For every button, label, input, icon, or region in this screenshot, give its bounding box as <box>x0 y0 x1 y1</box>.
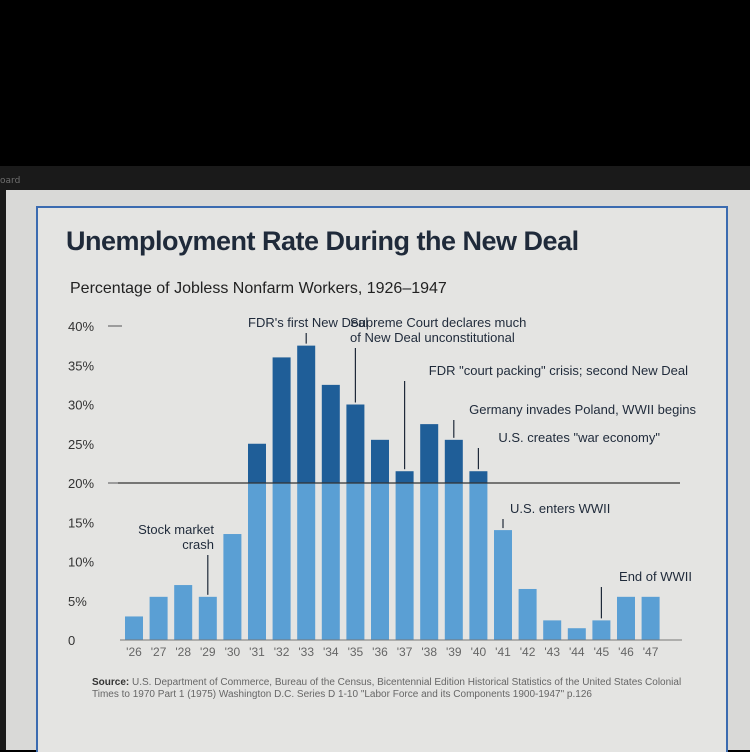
bar <box>272 483 291 640</box>
bar <box>346 483 365 640</box>
bar <box>149 596 168 640</box>
x-tick-label: '30 <box>225 645 241 659</box>
bar-upper-segment <box>395 471 414 483</box>
x-tick-label: '42 <box>520 645 536 659</box>
source-text: U.S. Department of Commerce, Bureau of t… <box>92 677 682 700</box>
bar-upper-segment <box>297 345 316 483</box>
bar <box>617 596 635 640</box>
bar <box>592 620 611 640</box>
chart-title: Unemployment Rate During the New Deal <box>66 226 579 256</box>
annotation-label: FDR's first New Deal <box>248 315 368 330</box>
x-tick-label: '37 <box>397 645 413 659</box>
bar <box>420 483 439 640</box>
x-tick-label: '46 <box>618 645 634 659</box>
x-tick-label: '44 <box>569 645 585 659</box>
bar-upper-segment <box>469 471 488 483</box>
bar <box>543 620 562 640</box>
bar <box>641 596 660 640</box>
x-tick-label: '43 <box>544 645 560 659</box>
bar <box>494 530 512 640</box>
source-note: Source: U.S. Department of Commerce, Bur… <box>92 677 692 701</box>
x-tick-label: '47 <box>643 645 659 659</box>
x-tick-label: '31 <box>249 645 265 659</box>
y-tick-label: 15% <box>68 515 94 530</box>
window-label: oard <box>0 176 21 186</box>
x-tick-label: '39 <box>446 645 462 659</box>
bar <box>248 483 266 640</box>
y-tick-label: 40% <box>68 319 94 334</box>
bar-upper-segment <box>420 424 439 483</box>
annotation-label: End of WWII <box>619 569 692 584</box>
bar <box>518 588 537 640</box>
x-tick-label: '38 <box>421 645 437 659</box>
bar-upper-segment <box>321 384 340 483</box>
y-tick-label: 20% <box>68 476 94 491</box>
bar <box>174 585 193 640</box>
source-label: Source: <box>92 677 130 688</box>
y-tick-label: 35% <box>68 358 94 373</box>
annotation-label: Germany invades Poland, WWII begins <box>469 402 696 417</box>
bar-upper-segment <box>248 443 266 483</box>
x-tick-label: '40 <box>471 645 487 659</box>
bar-upper-segment <box>346 404 365 483</box>
annotation-label: U.S. creates "war economy" <box>498 430 660 445</box>
bar <box>371 483 389 640</box>
x-tick-label: '27 <box>151 645 167 659</box>
y-tick-label: 0 <box>68 633 75 648</box>
x-tick-label: '45 <box>594 645 610 659</box>
y-tick-label: 5% <box>68 594 87 609</box>
y-tick-label: 10% <box>68 555 94 570</box>
bar <box>297 483 316 640</box>
x-tick-label: '33 <box>298 645 314 659</box>
x-tick-label: '35 <box>348 645 364 659</box>
bar-upper-segment <box>444 439 463 483</box>
y-tick-label: 30% <box>68 398 94 413</box>
bar <box>444 483 463 640</box>
annotation-label: Supreme Court declares much of New Deal u… <box>350 315 526 345</box>
x-tick-label: '29 <box>200 645 216 659</box>
x-tick-label: '36 <box>372 645 388 659</box>
x-tick-label: '41 <box>495 645 511 659</box>
bar <box>223 534 242 640</box>
x-tick-label: '28 <box>175 645 191 659</box>
y-tick-label: 25% <box>68 437 94 452</box>
bar <box>198 596 217 640</box>
annotation-label: FDR "court packing" crisis; second New D… <box>429 363 688 378</box>
bar <box>469 483 488 640</box>
bar <box>395 483 414 640</box>
x-tick-label: '34 <box>323 645 339 659</box>
chart-subtitle: Percentage of Jobless Nonfarm Workers, 1… <box>70 280 447 297</box>
bar-upper-segment <box>272 357 291 483</box>
x-tick-label: '32 <box>274 645 290 659</box>
bar <box>567 628 586 640</box>
x-tick-label: '26 <box>126 645 142 659</box>
annotation-label: Stock market crash <box>138 522 214 552</box>
bar-upper-segment <box>371 439 389 483</box>
annotation-label: U.S. enters WWII <box>510 501 610 516</box>
bar <box>321 483 340 640</box>
bar <box>125 616 143 640</box>
